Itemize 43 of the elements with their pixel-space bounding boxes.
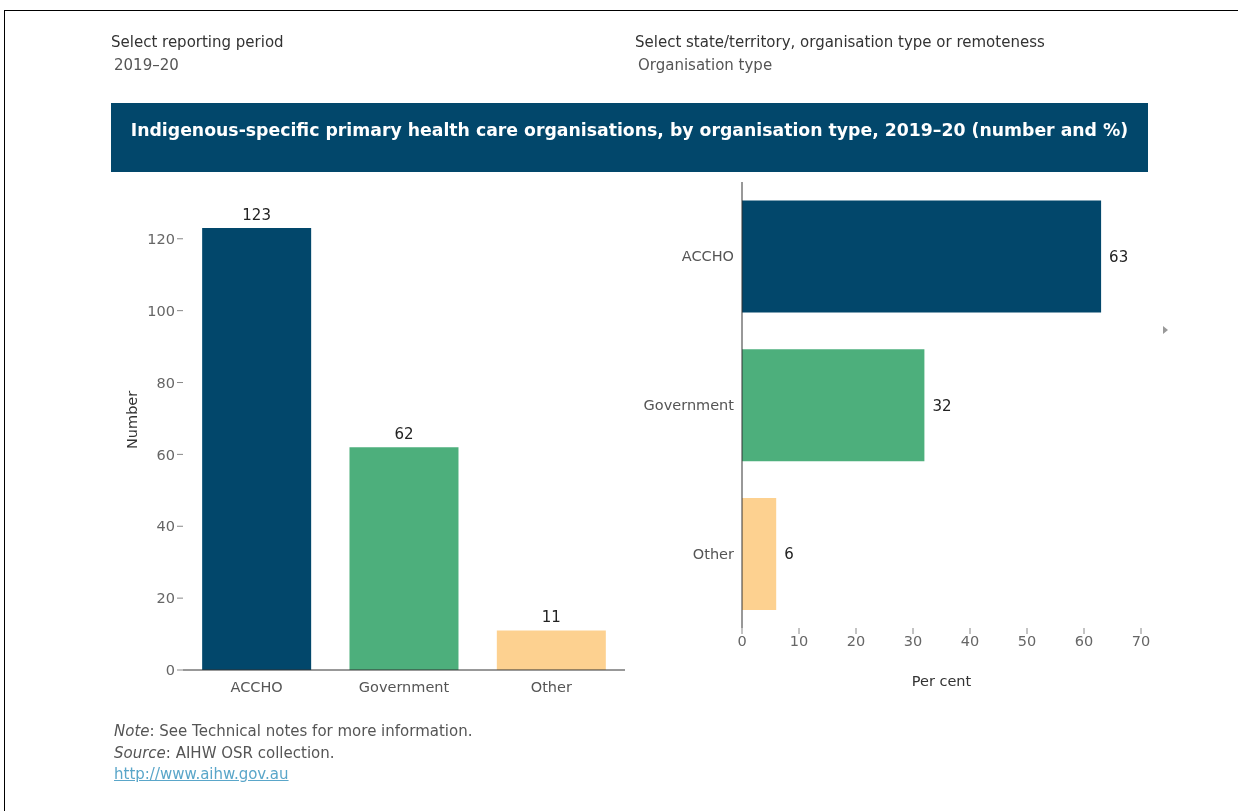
- text: Note: See Technical notes for more information.: [114, 722, 473, 740]
- x-tick-label: Other: [530, 679, 572, 696]
- x-tick-label: 30: [903, 633, 923, 650]
- x-tick-label: 0: [737, 633, 747, 650]
- data-label: 62: [394, 425, 414, 444]
- y-tick-label: 80: [156, 374, 175, 391]
- text: Organisation type: [638, 56, 773, 74]
- y-tick-label: 20: [156, 590, 175, 607]
- data-label: 32: [932, 396, 952, 415]
- text: Select reporting period: [111, 33, 284, 51]
- text: Select state/territory, organisation type or remoteness: [635, 33, 1045, 51]
- y-tick-label: Government: [643, 397, 735, 414]
- y-tick-label: Other: [692, 545, 735, 562]
- data-label: 6: [784, 545, 794, 564]
- x-tick-label: Government: [358, 679, 450, 696]
- y-tick-label: ACCHO: [681, 248, 734, 265]
- bar: [202, 228, 312, 670]
- y-tick-label: 40: [156, 518, 175, 535]
- data-label: 123: [242, 206, 271, 224]
- y-axis-title: Number: [124, 390, 141, 449]
- x-tick-label: 50: [1017, 633, 1037, 650]
- y-tick-label: 60: [156, 446, 175, 463]
- y-tick-label: 0: [165, 662, 175, 679]
- bar: [349, 447, 459, 670]
- source-note: Source: AIHW OSR collection.: [114, 743, 335, 762]
- data-label: 63: [1109, 247, 1129, 266]
- bar: [496, 630, 606, 670]
- bar: [742, 349, 925, 462]
- bar: [742, 497, 777, 610]
- x-tick-label: 40: [960, 633, 980, 650]
- bar: [742, 200, 1102, 313]
- x-tick-label: 60: [1074, 633, 1094, 650]
- text: 2019–20: [114, 56, 179, 74]
- text: http://www.aihw.gov.au: [114, 765, 289, 783]
- x-tick-label: 70: [1131, 633, 1151, 650]
- x-tick-label: 20: [846, 633, 866, 650]
- y-tick-label: 120: [147, 230, 175, 247]
- x-tick-label: 10: [789, 633, 809, 650]
- y-tick-label: 100: [147, 302, 175, 319]
- x-tick-label: ACCHO: [230, 679, 283, 696]
- x-axis-title: Per cent: [911, 673, 972, 689]
- data-label: 11: [541, 608, 561, 627]
- chart-title: Indigenous-specific primary health care organisations, by organisation type, 2019–20 (number and %): [130, 120, 1129, 140]
